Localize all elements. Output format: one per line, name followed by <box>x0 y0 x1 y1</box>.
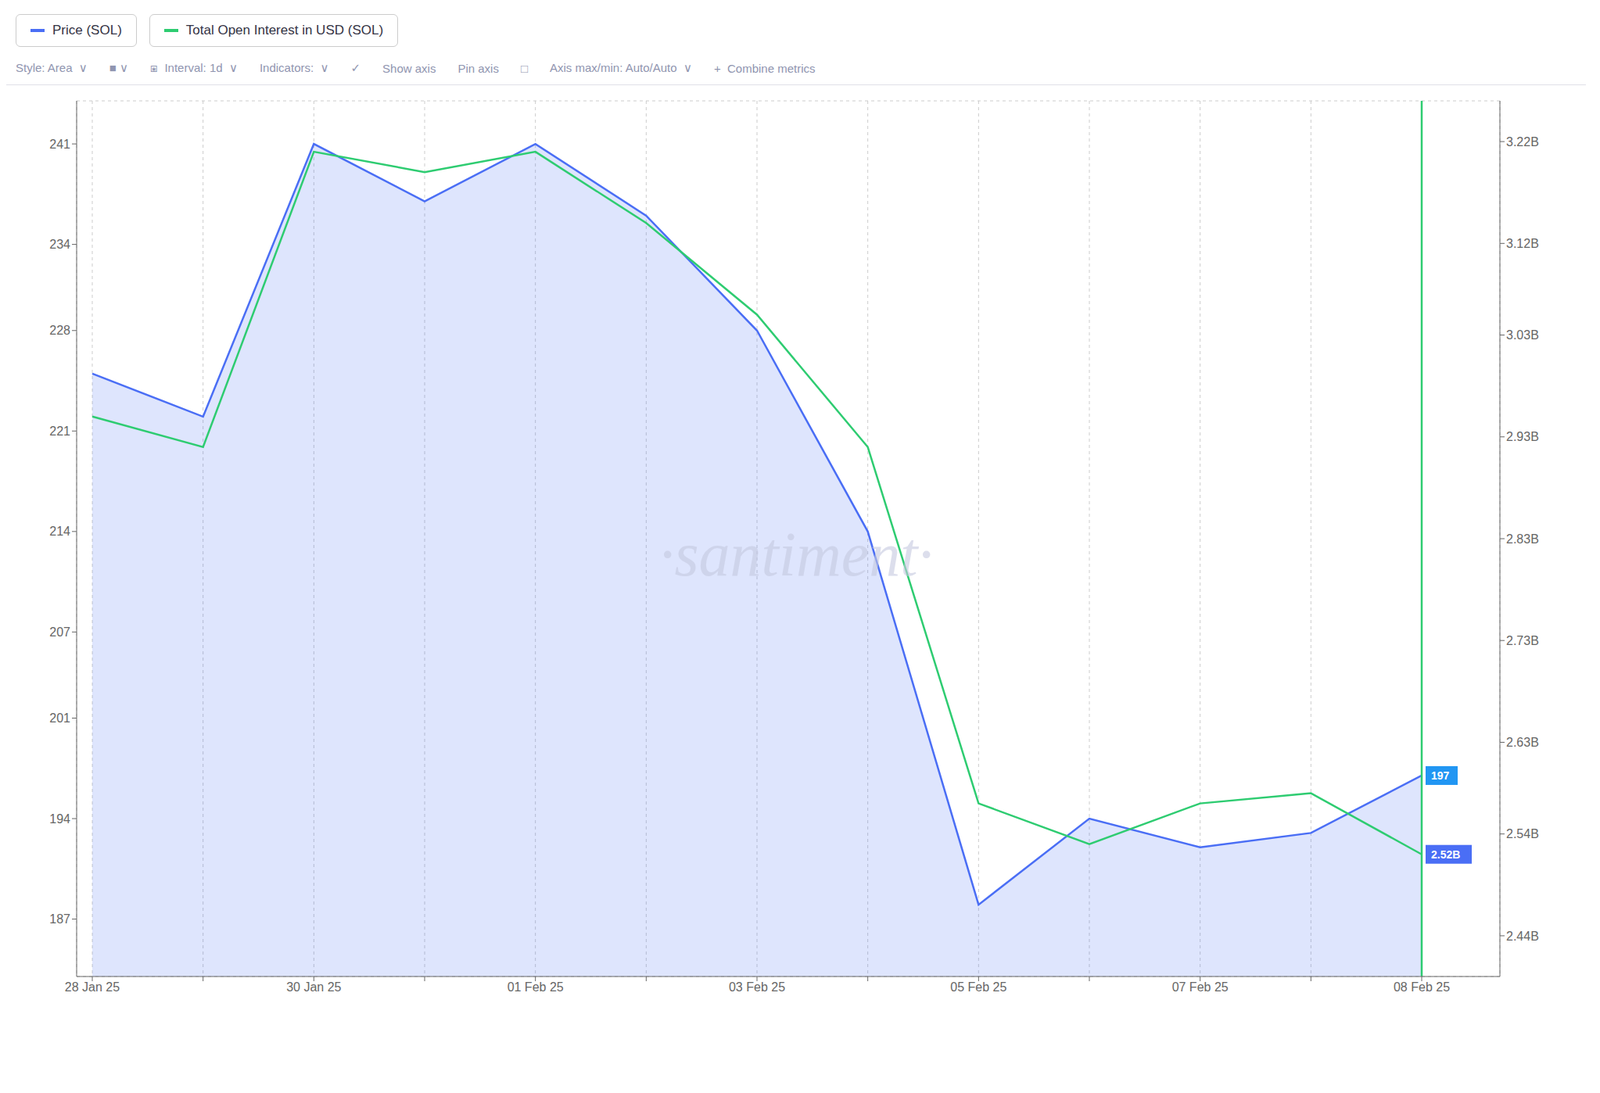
svg-text:241: 241 <box>49 137 71 151</box>
html-text:Price (SOL): Price (SOL) <box>52 22 122 38</box>
svg-text:2.44B: 2.44B <box>1506 929 1540 944</box>
svg-text:221: 221 <box>49 424 71 438</box>
svg-text:2.52B: 2.52B <box>1431 848 1461 861</box>
html-text:Indicators: ∨: Indicators: ∨ <box>259 60 329 75</box>
svg-text:197: 197 <box>1431 769 1450 783</box>
html-text:·santiment·: ·santiment· <box>658 519 934 589</box>
html-text:⧆ Interval: 1d ∨: ⧆ Interval: 1d ∨ <box>150 60 238 75</box>
svg-text:05 Feb 25: 05 Feb 25 <box>950 980 1007 994</box>
svg-text:2.73B: 2.73B <box>1506 634 1540 648</box>
html-text:Style: Area ∨: Style: Area ∨ <box>15 60 88 75</box>
svg-text:2.83B: 2.83B <box>1506 532 1540 546</box>
svg-text:214: 214 <box>49 524 71 539</box>
svg-text:07 Feb 25: 07 Feb 25 <box>1172 980 1229 994</box>
svg-text:228: 228 <box>49 323 71 338</box>
html-text:Pin axis: Pin axis <box>457 61 499 75</box>
html-text:Axis max/min: Auto/Auto ∨: Axis max/min: Auto/Auto ∨ <box>549 60 693 75</box>
svg-text:01 Feb 25: 01 Feb 25 <box>507 980 564 994</box>
svg-text:2.63B: 2.63B <box>1506 735 1540 750</box>
html-text:+ Combine metrics: + Combine metrics <box>713 61 816 75</box>
svg-text:234: 234 <box>49 237 71 252</box>
svg-text:3.03B: 3.03B <box>1506 328 1540 342</box>
svg-text:2.54B: 2.54B <box>1506 827 1540 841</box>
svg-text:194: 194 <box>49 812 71 826</box>
html-text:Total Open Interest in USD (SO: Total Open Interest in USD (SOL) <box>185 22 384 38</box>
svg-text:187: 187 <box>49 912 71 926</box>
svg-text:03 Feb 25: 03 Feb 25 <box>728 980 786 994</box>
svg-text:3.22B: 3.22B <box>1506 135 1540 149</box>
svg-text:2.93B: 2.93B <box>1506 430 1540 444</box>
svg-text:28 Jan 25: 28 Jan 25 <box>64 980 120 994</box>
svg-text:207: 207 <box>49 625 71 639</box>
svg-text:3.12B: 3.12B <box>1506 236 1540 251</box>
svg-text:201: 201 <box>49 711 71 725</box>
svg-text:08 Feb 25: 08 Feb 25 <box>1393 980 1450 994</box>
svg-text:30 Jan 25: 30 Jan 25 <box>286 980 341 994</box>
html-text:Show axis: Show axis <box>382 61 436 75</box>
